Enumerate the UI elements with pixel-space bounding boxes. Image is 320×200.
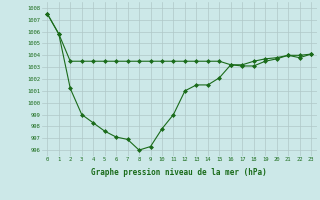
X-axis label: Graphe pression niveau de la mer (hPa): Graphe pression niveau de la mer (hPa) bbox=[91, 168, 267, 177]
